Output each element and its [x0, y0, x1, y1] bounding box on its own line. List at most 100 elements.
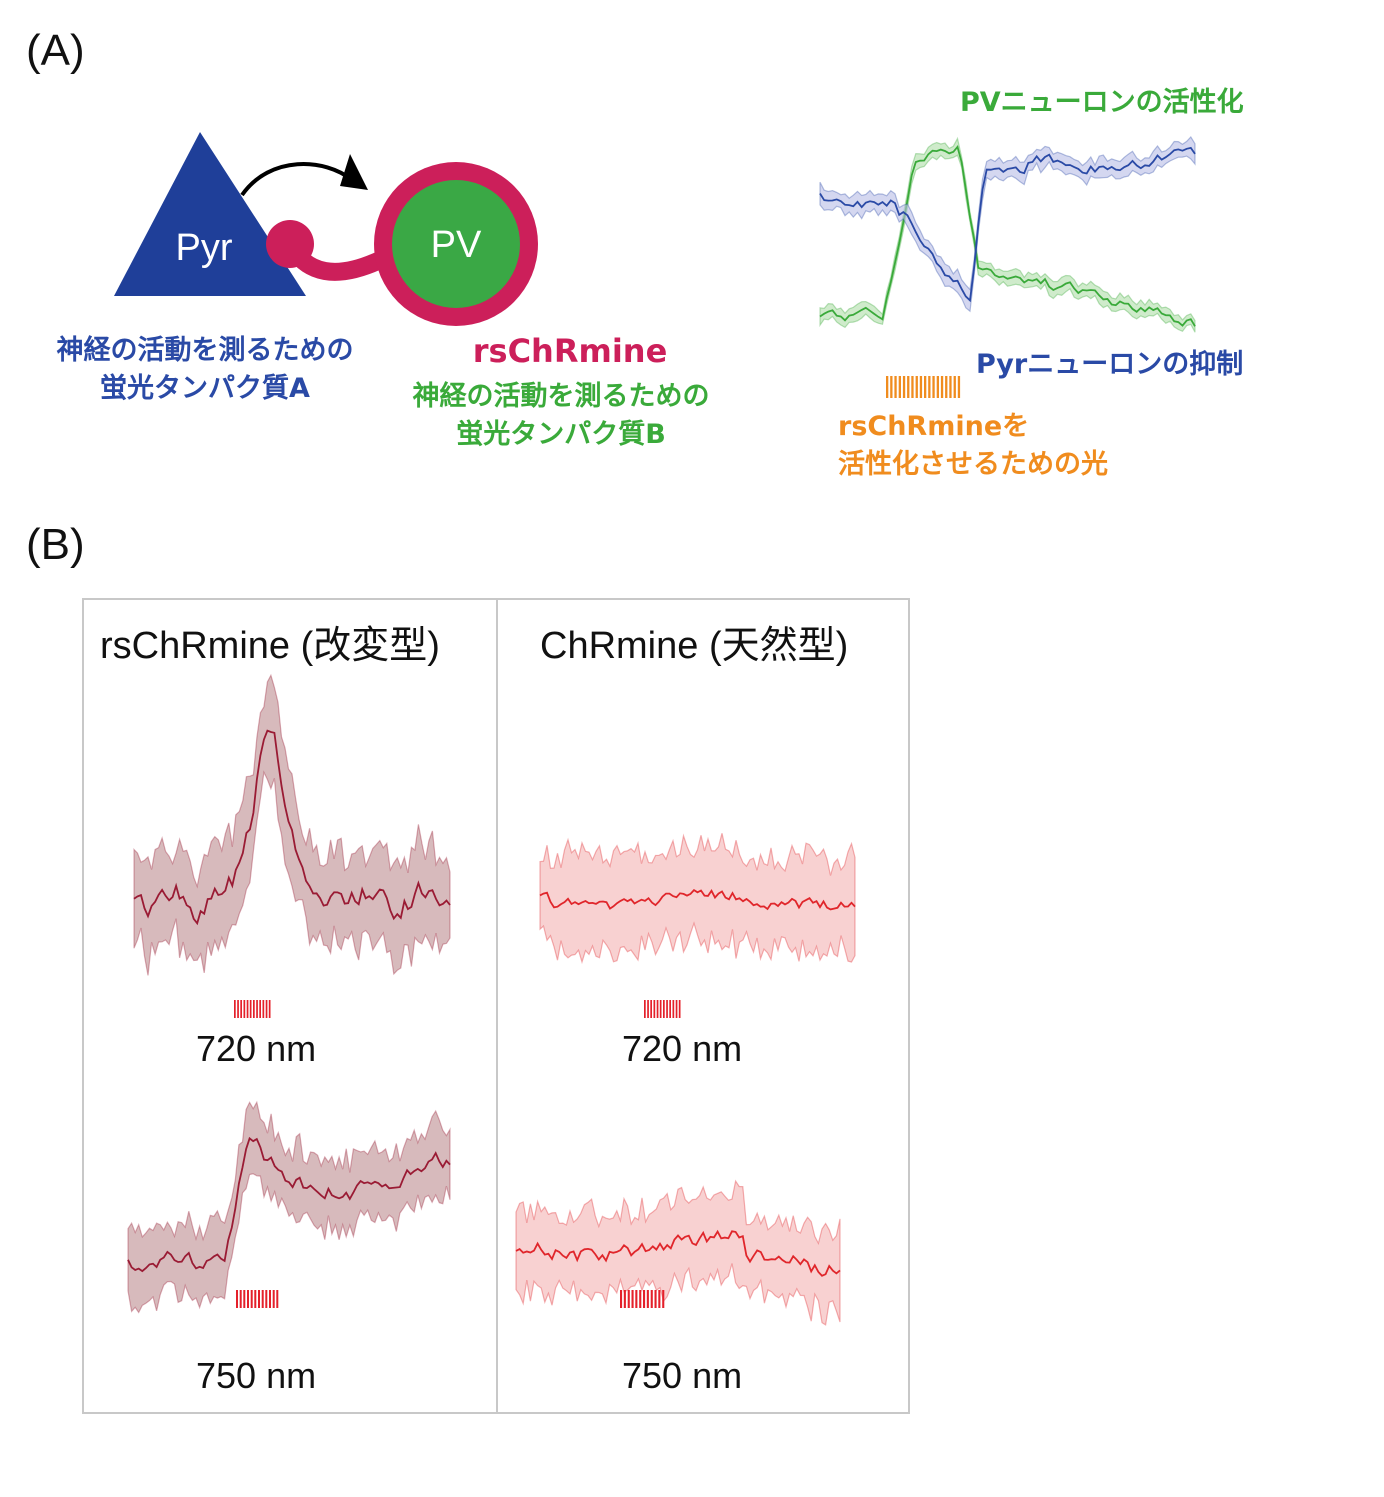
column-title-rschrmine: rsChRmine (改変型) [100, 625, 440, 667]
stimulus-pulse [678, 1000, 681, 1018]
stimulus-pulse [265, 1290, 268, 1308]
sensor-b-caption: 神経の活動を測るための 蛍光タンパク質B [376, 378, 746, 454]
stimulus-pulse [258, 1290, 260, 1308]
stimulus-pulse [663, 1000, 665, 1018]
stimulus-pulse [243, 1290, 246, 1308]
stimulus-pulse [672, 1000, 675, 1018]
stimulus-pulse [902, 376, 906, 398]
pv-activation-label: PVニューロンの活性化 [960, 87, 1244, 118]
stimulus-pulse [243, 1000, 246, 1018]
sensor-a-line-1: 神経の活動を測るための [56, 335, 354, 366]
light-stimulus [886, 376, 961, 398]
stimulus-pulse [666, 1000, 668, 1018]
stimulus-pulse [886, 376, 889, 398]
pv-label: PV [431, 224, 482, 266]
stimulus-pulse [654, 1290, 657, 1308]
stimulus-pulse [261, 1290, 264, 1308]
stimulus-pulse [269, 1290, 271, 1308]
stimulus-pulse [924, 376, 927, 398]
rschrmine-traces [127, 673, 451, 1314]
stimulus-pulse [268, 1000, 271, 1018]
panel-b-label: (B) [26, 520, 85, 569]
stimulus-pulse [265, 1000, 268, 1018]
chrmine-750-trace-line [515, 1229, 841, 1277]
stimulus-pulse [246, 1000, 249, 1018]
stimulus-pulse [894, 376, 897, 398]
stimulus-pulse [250, 1290, 253, 1308]
stimulus-pulse [249, 1000, 252, 1018]
column-title-chrmine: ChRmine (天然型) [540, 625, 849, 667]
stimulus-pulse [247, 1290, 249, 1308]
stimulus-pulse [650, 1290, 653, 1308]
stimulus-pulse [919, 376, 923, 398]
activity-traces [819, 136, 1196, 398]
rschrmine-720-trace-band [133, 673, 451, 976]
stimulus-pulse [940, 376, 944, 398]
stimulus-pulse [953, 376, 956, 398]
stimulus-pulse [646, 1290, 649, 1308]
stimulus-pulse [647, 1000, 649, 1018]
rschrmine-750-trace-line [127, 1136, 451, 1273]
stimulus-pulse [253, 1000, 255, 1018]
chrmine-720-stimulus [644, 1000, 681, 1018]
stimulus-pulse [949, 376, 952, 398]
stimulus-pulse [659, 1000, 662, 1018]
stimulus-pulse [234, 1000, 236, 1018]
stimulus-pulse [898, 376, 901, 398]
stimulus-pulse [631, 1290, 634, 1308]
stimulus-pulse [662, 1290, 665, 1308]
sensor-b-line-1: 神経の活動を測るための [412, 381, 710, 412]
stimulus-pulse [957, 376, 961, 398]
stimulus-pulse [272, 1290, 275, 1308]
rschrmine-720-stimulus [234, 1000, 271, 1018]
light-caption: rsChRmineを 活性化させるための光 [838, 408, 1108, 484]
stimulus-pulse [237, 1000, 239, 1018]
chrmine-traces [515, 833, 856, 1326]
stimulus-pulse [945, 376, 948, 398]
rschrmine-trace-group [127, 673, 451, 1314]
wavelength-label-720-left: 720 nm [196, 1028, 317, 1069]
stimulus-pulse [936, 376, 939, 398]
stimulus-pulse [259, 1000, 261, 1018]
chrmine-720-trace-line [539, 888, 856, 911]
stimulus-pulse [653, 1000, 656, 1018]
rschrmine-720-trace-line [133, 729, 451, 926]
arrow-head-icon [340, 154, 368, 190]
chrmine-720-trace-band [539, 833, 856, 965]
pv-neuron-circle [392, 180, 520, 308]
pyr-trace-line [819, 146, 1196, 303]
stimulus-pulse [236, 1290, 238, 1308]
stimulus-pulse [907, 376, 910, 398]
light-stimulus-bars [886, 376, 961, 398]
stimulus-pulse [915, 376, 918, 398]
light-caption-line-2: 活性化させるための光 [838, 449, 1108, 480]
pyr-label: Pyr [176, 227, 233, 269]
stimulus-pulse [620, 1290, 623, 1308]
stimulus-pulse [932, 376, 935, 398]
stimulus-pulse [643, 1290, 646, 1308]
sensor-a-caption: 神経の活動を測るための 蛍光タンパク質A [20, 332, 390, 408]
stimulus-pulse [890, 376, 893, 398]
stimulus-pulse [627, 1290, 630, 1308]
rschrmine-label: rsChRmine [472, 332, 668, 370]
neuron-diagram: Pyr PV [114, 132, 538, 326]
rschrmine-750-stimulus [236, 1290, 279, 1308]
chrmine-trace-group [515, 833, 856, 1326]
light-caption-line-1: rsChRmineを [838, 411, 1030, 442]
stimulus-pulse [669, 1000, 671, 1018]
sensor-b-line-2: 蛍光タンパク質B [456, 419, 666, 450]
stimulus-pulse [276, 1290, 279, 1308]
stimulus-pulse [240, 1000, 242, 1018]
sensor-a-line-2: 蛍光タンパク質A [100, 373, 310, 404]
wavelength-label-750-right: 750 nm [622, 1355, 743, 1396]
synapse-terminal [266, 220, 314, 268]
pv-trace-line [819, 145, 1196, 327]
rschrmine-750-trace-band [127, 1100, 451, 1314]
pyr-neuron-triangle [114, 132, 306, 296]
stimulus-pulse [928, 376, 931, 398]
stimulus-pulse [262, 1000, 265, 1018]
pyr-inhibition-label: Pyrニューロンの抑制 [976, 349, 1244, 380]
stimulus-pulse [650, 1000, 652, 1018]
stimulus-pulse [675, 1000, 678, 1018]
wavelength-label-720-right: 720 nm [622, 1028, 743, 1069]
